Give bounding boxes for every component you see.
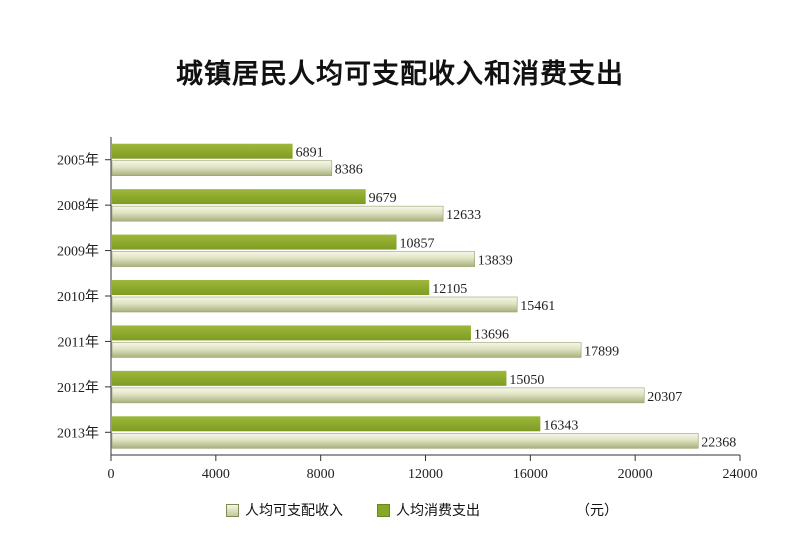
value-label-income: 13839: [478, 254, 513, 269]
x-tick-label: 8000: [307, 467, 335, 482]
bar-consumption: [112, 280, 430, 295]
legend-item-income: 人均可支配收入: [226, 500, 343, 520]
value-label-income: 12633: [446, 208, 481, 223]
bar-income: [111, 251, 475, 267]
category-label: 2013年: [57, 425, 99, 441]
value-label-consumption: 15050: [509, 373, 544, 388]
value-label-consumption: 13696: [474, 327, 509, 342]
bar-consumption: [112, 189, 366, 205]
legend-swatch-consumption: [377, 503, 390, 517]
value-label-income: 15461: [520, 299, 555, 314]
category-label: 2012年: [57, 380, 99, 396]
x-tick-label: 12000: [408, 467, 443, 482]
unit-label: （元）: [576, 503, 618, 519]
bar-income: [111, 205, 444, 222]
x-tick-label: 24000: [723, 467, 758, 482]
value-label-income: 20307: [647, 390, 682, 405]
x-tick-label: 0: [108, 467, 115, 482]
bar-income: [111, 432, 699, 449]
bar-consumption: [112, 416, 541, 432]
bar-income: [111, 296, 518, 313]
value-label-consumption: 12105: [432, 282, 467, 297]
bar-consumption: [112, 370, 507, 386]
x-tick-label: 4000: [202, 467, 230, 482]
legend-swatch-income: [226, 503, 239, 517]
value-label-income: 17899: [584, 344, 619, 359]
category-label: 2008年: [57, 198, 99, 214]
category-label: 2009年: [57, 244, 99, 260]
value-label-consumption: 10857: [400, 237, 435, 252]
value-label-consumption: 6891: [296, 146, 324, 161]
bar-income: [111, 160, 333, 177]
value-label-income: 22368: [701, 435, 736, 450]
bar-consumption: [112, 234, 397, 250]
chart-title: 城镇居民人均可支配收入和消费支出: [176, 59, 624, 90]
value-label-consumption: 16343: [543, 418, 578, 433]
value-label-consumption: 9679: [369, 191, 397, 206]
value-label-income: 8386: [335, 163, 363, 178]
x-tick-label: 20000: [618, 467, 653, 482]
x-tick-label: 16000: [513, 467, 548, 482]
chart-legend: 人均可支配收入 人均消费支出 （元）: [226, 500, 618, 520]
legend-label-income: 人均可支配收入: [245, 503, 343, 519]
category-label: 2010年: [57, 289, 99, 305]
legend-label-consumption: 人均消费支出: [396, 503, 480, 519]
legend-item-consumption: 人均消费支出: [377, 500, 480, 520]
bar-consumption: [112, 143, 293, 159]
bar-consumption: [112, 325, 471, 341]
category-label: 2005年: [57, 153, 99, 169]
bar-income: [111, 387, 645, 404]
category-label: 2011年: [58, 334, 99, 350]
bar-income: [111, 342, 582, 358]
